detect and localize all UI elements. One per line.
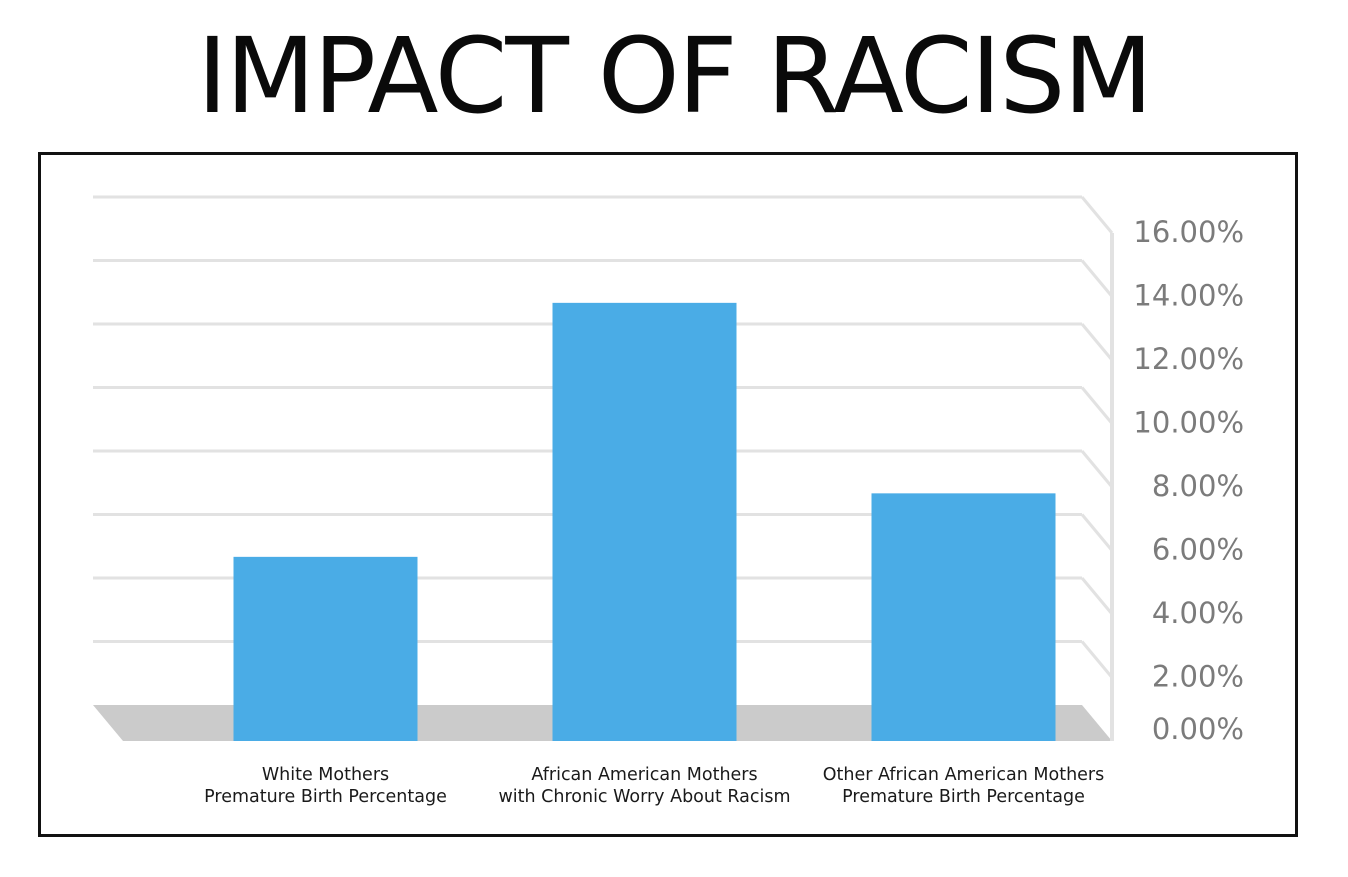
y-tick-label: 14.00% bbox=[1133, 279, 1244, 313]
gridline-side bbox=[1080, 259, 1114, 298]
y-tick-label: 10.00% bbox=[1133, 406, 1244, 440]
x-tick-label-line: Premature Birth Percentage bbox=[204, 787, 447, 807]
x-tick-label: Other African American Mothers Premature … bbox=[794, 764, 1134, 808]
page-title: IMPACT OF RACISM bbox=[196, 15, 1153, 137]
x-tick-label-line: Premature Birth Percentage bbox=[842, 787, 1085, 807]
gridline-side bbox=[1080, 577, 1114, 615]
x-tick-label-line: Other African American Mothers bbox=[822, 765, 1105, 785]
x-tick-label-line: White Mothers bbox=[261, 765, 390, 785]
bar bbox=[871, 493, 1056, 741]
y-tick-label: 2.00% bbox=[1152, 660, 1244, 694]
bar bbox=[233, 556, 418, 741]
y-tick-label: 16.00% bbox=[1133, 215, 1244, 249]
y-tick-label: 12.00% bbox=[1133, 342, 1244, 376]
y-tick-label: 0.00% bbox=[1152, 712, 1244, 746]
gridline-side bbox=[1080, 323, 1114, 361]
y-tick-label: 6.00% bbox=[1152, 533, 1244, 567]
gridline-side bbox=[1080, 196, 1114, 234]
gridline-side bbox=[1080, 386, 1114, 425]
x-tick-label-line: African American Mothers bbox=[531, 765, 758, 785]
x-tick-label-line: with Chronic Worry About Racism bbox=[498, 787, 791, 807]
y-tick-label: 8.00% bbox=[1152, 469, 1244, 503]
gridline-side bbox=[1080, 513, 1114, 552]
x-tick-label: White Mothers Premature Birth Percentage bbox=[156, 764, 496, 808]
bar bbox=[552, 302, 737, 741]
x-tick-label: African American Mothers with Chronic Wor… bbox=[475, 764, 815, 808]
y-tick-label: 4.00% bbox=[1152, 596, 1244, 630]
gridline-side bbox=[1080, 640, 1114, 679]
gridline-side bbox=[1080, 450, 1114, 488]
